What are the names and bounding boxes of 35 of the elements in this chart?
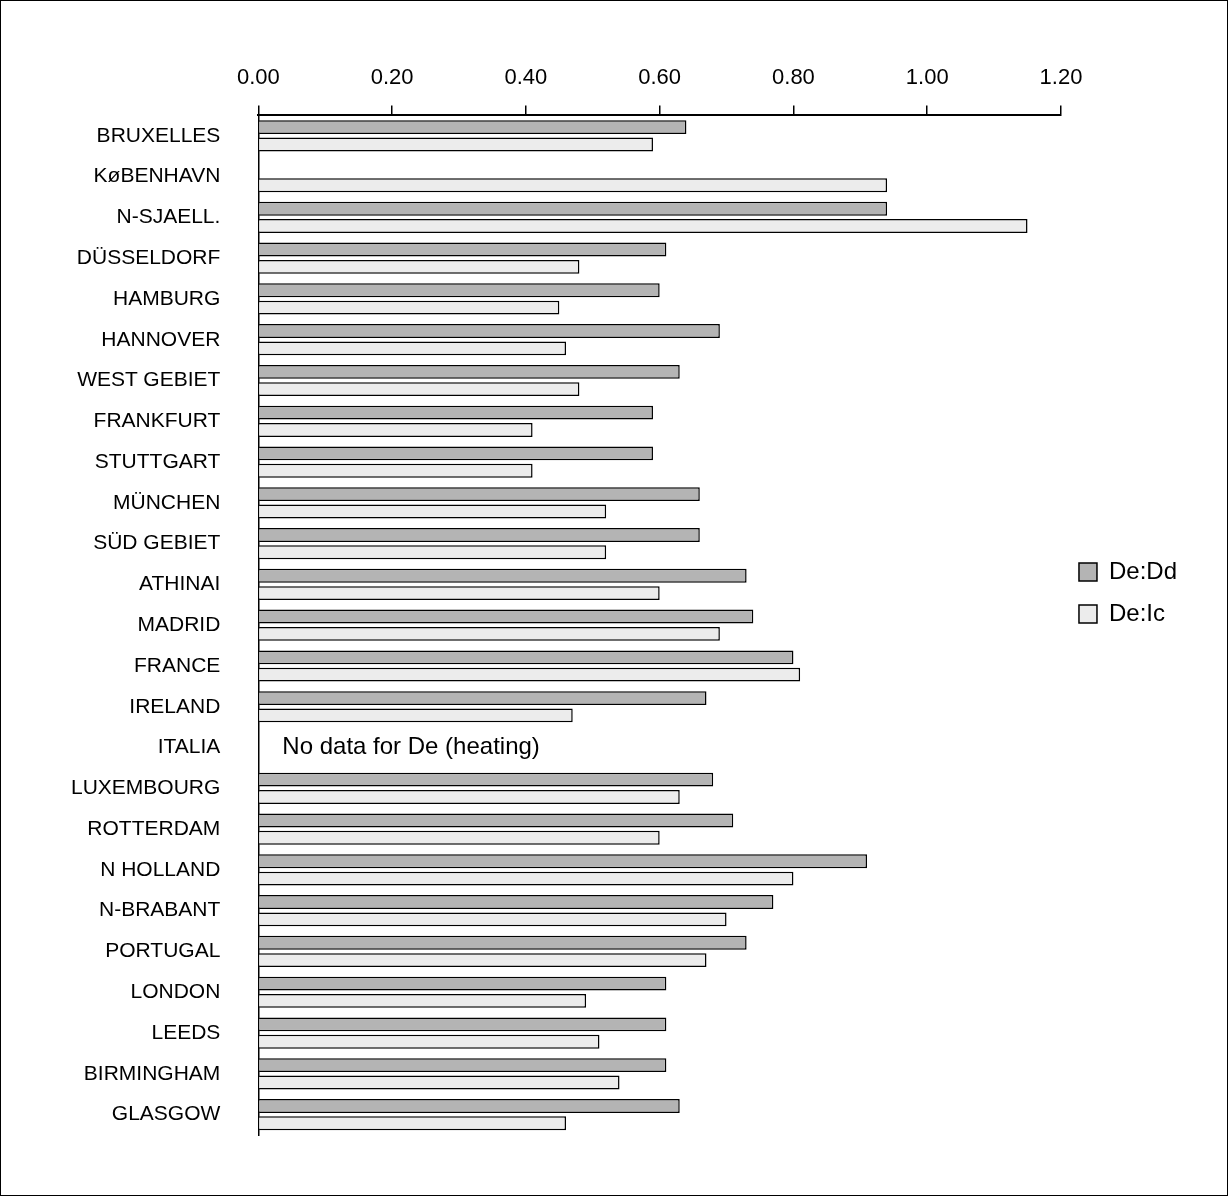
- y-tick-label: MADRID: [137, 612, 221, 635]
- y-tick-label: ATHINAI: [139, 571, 221, 595]
- y-tick-label: WEST GEBIET: [77, 367, 221, 391]
- y-tick-label: SÜD GEBIET: [93, 530, 221, 554]
- x-tick-label: 0.80: [772, 64, 815, 90]
- y-tick-label: FRANKFURT: [93, 408, 221, 432]
- y-tick-label: HANNOVER: [101, 326, 221, 350]
- y-tick-label: N HOLLAND: [100, 856, 221, 880]
- x-tick-label: 0.40: [504, 64, 548, 90]
- y-tick-label: STUTTGART: [94, 448, 221, 472]
- y-tick-label: BIRMINGHAM: [83, 1060, 221, 1084]
- y-tick-label: N-BRABANT: [99, 897, 221, 921]
- y-tick-label: FRANCE: [134, 652, 221, 676]
- y-tick-label: BRUXELLES: [96, 122, 221, 146]
- y-tick-label: MÜNCHEN: [113, 489, 221, 513]
- y-tick-label: ROTTERDAM: [87, 815, 221, 839]
- x-tick-label: 0.00: [236, 64, 280, 90]
- legend-label: De:Ic: [1108, 598, 1165, 626]
- annotation: No data for De (heating): [282, 732, 540, 760]
- y-tick-label: ITALIA: [157, 734, 221, 758]
- y-tick-label: LUXEMBOURG: [71, 775, 221, 799]
- y-tick-label: PORTUGAL: [105, 938, 221, 962]
- y-tick-label: IRELAND: [129, 693, 221, 717]
- x-tick-label: 1.20: [1039, 64, 1083, 90]
- legend-label: De:Dd: [1108, 556, 1177, 584]
- x-tick-label: 0.60: [638, 64, 682, 90]
- y-tick-label: DÜSSELDORF: [76, 244, 221, 268]
- y-tick-label: LONDON: [130, 979, 221, 1003]
- y-tick-label: KøBENHAVN: [93, 163, 221, 187]
- y-tick-label: HAMBURG: [113, 285, 221, 309]
- x-tick-label: 0.20: [370, 64, 414, 90]
- y-tick-label: LEEDS: [151, 1019, 221, 1043]
- y-tick-label: GLASGOW: [111, 1101, 221, 1125]
- x-tick-label: 1.00: [905, 64, 949, 90]
- y-tick-label: N-SJAELL.: [116, 204, 221, 228]
